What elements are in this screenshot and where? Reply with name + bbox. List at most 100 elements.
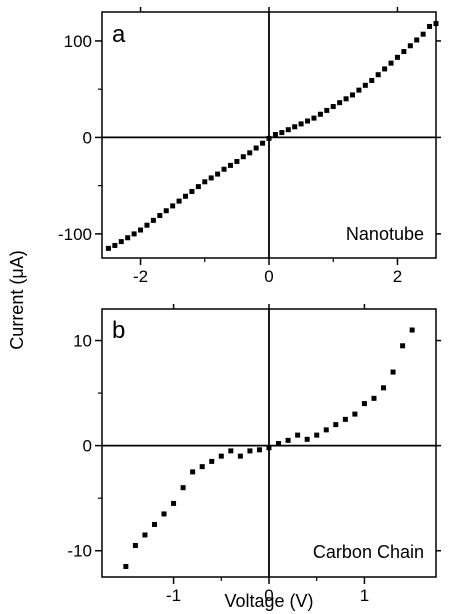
panel-b-data-point <box>409 327 415 333</box>
panel-a-data-point <box>350 92 355 98</box>
panel-b-data-point <box>352 411 358 417</box>
panel-b-data-point <box>276 441 282 447</box>
panel-b-x-tick-label: 0 <box>264 586 273 605</box>
panel-a-data-point <box>202 179 208 185</box>
panel-b-y-tick-label: -10 <box>67 542 92 561</box>
panel-a-data-point <box>240 154 246 160</box>
panel-b-y-tick-label: 0 <box>83 437 92 456</box>
panel-b-data-point <box>323 427 329 433</box>
panel-b-data-point <box>171 500 177 506</box>
panel-b-data-point <box>266 445 272 451</box>
panel-a-data-point <box>279 130 285 136</box>
panel-b-data-point <box>256 447 262 453</box>
panel-a-data-point <box>407 43 413 49</box>
panel-a-data-point <box>324 107 330 113</box>
panel-b-data-point <box>314 432 320 438</box>
panel-b-data-point <box>228 448 234 454</box>
panel-b-data-point <box>333 422 339 428</box>
panel-a-y-tick-label: -100 <box>58 225 92 244</box>
panel-a-data-point <box>144 222 150 228</box>
panel-b-data-point <box>218 453 224 459</box>
panel-b-data-point <box>190 469 196 475</box>
panel-b-data-point <box>342 416 348 422</box>
panel-a-data-point <box>420 31 426 37</box>
panel-a-ticks: -2 0 2 -100 0 100 <box>58 7 441 286</box>
panel-a-y-tick-label: 100 <box>64 32 92 51</box>
panel-b-data-point <box>400 343 406 349</box>
panel-b-data-point <box>161 511 167 517</box>
panel-a-data-point <box>388 60 394 66</box>
panel-a-annotation: Nanotube <box>346 224 424 244</box>
panel-a-data-point <box>266 135 272 141</box>
panel-b-data-point <box>237 453 243 459</box>
panel-b-data-point <box>132 542 138 548</box>
panel-a-data-point <box>227 162 233 168</box>
panel-a-data-point <box>362 82 368 88</box>
panel-a-data-point <box>138 227 144 233</box>
panel-a-data-point <box>176 198 182 204</box>
panel-b-data-point <box>209 458 215 464</box>
panel-a-data-point <box>247 150 253 156</box>
panel-a-data-point <box>317 111 323 117</box>
panel-a-data-point <box>394 54 400 60</box>
panel-a-x-tick-label: -2 <box>133 267 148 286</box>
panel-b-data-point <box>390 369 396 375</box>
panel-a-data-point <box>195 184 201 190</box>
panel-b-zero-axes <box>102 309 436 577</box>
panel-a-data-point <box>285 127 291 133</box>
panel-a-data-point <box>427 23 433 29</box>
panel-b-x-tick-label: -1 <box>166 586 181 605</box>
panel-b-data-point <box>371 395 377 401</box>
panel-a-data-point <box>234 159 240 165</box>
panel-b-data-point <box>142 532 148 538</box>
panel-a-data-point <box>170 203 176 209</box>
panel-a-data-point <box>337 100 343 106</box>
panel-a-data-point <box>330 104 336 110</box>
panel-a-data-point <box>272 132 278 138</box>
panel-a-nanotube: -2 0 2 -100 0 100 a Nanotube <box>58 7 441 286</box>
panel-a-data-point <box>414 37 420 43</box>
panel-a-data-point <box>382 66 388 72</box>
panel-a-data-point <box>343 96 349 102</box>
panel-a-data-point <box>260 140 266 146</box>
panel-a-data-point <box>298 121 304 127</box>
panel-b-x-tick-label: 1 <box>360 586 369 605</box>
panel-b-data-point <box>123 563 129 569</box>
panel-a-data-point <box>189 188 195 194</box>
panel-b-data-point <box>304 436 310 442</box>
panel-a-data-point <box>150 217 156 223</box>
panel-a-data-point <box>369 77 375 83</box>
panel-a-data-point <box>305 118 311 124</box>
panel-b-letter: b <box>112 317 125 344</box>
panel-a-data-point <box>215 171 221 177</box>
panel-a-data-point <box>375 72 381 78</box>
panel-a-data-point <box>163 208 169 214</box>
panel-b-data-point <box>295 432 301 438</box>
panel-b-data-point <box>247 448 253 454</box>
panel-a-data-point <box>112 242 118 248</box>
panel-a-data-point <box>311 115 317 121</box>
panel-b-y-tick-label: 10 <box>73 332 92 351</box>
panel-a-data-point <box>253 145 259 151</box>
panel-a-y-tick-label: 0 <box>83 128 92 147</box>
panel-a-data-point <box>125 235 131 241</box>
shared-y-axis-title: Current (μA) <box>7 250 27 349</box>
panel-b-data-point <box>361 401 367 407</box>
panel-a-data-point <box>356 87 362 93</box>
panel-a-data-point <box>221 166 227 172</box>
panel-b-data-point <box>180 485 186 491</box>
panel-b-data-point <box>285 437 291 443</box>
panel-a-data-point <box>157 213 163 219</box>
panel-a-data-point <box>118 239 124 245</box>
panel-a-data-point <box>433 21 439 27</box>
panel-a-data-point <box>208 175 214 181</box>
x-axis-title: Voltage (V) <box>224 591 313 611</box>
panel-a-data-point <box>105 245 111 251</box>
panel-a-data-point <box>131 231 137 237</box>
panel-b-data-point <box>151 521 157 527</box>
panel-a-points <box>105 21 439 251</box>
panel-b-data-point <box>199 464 205 470</box>
